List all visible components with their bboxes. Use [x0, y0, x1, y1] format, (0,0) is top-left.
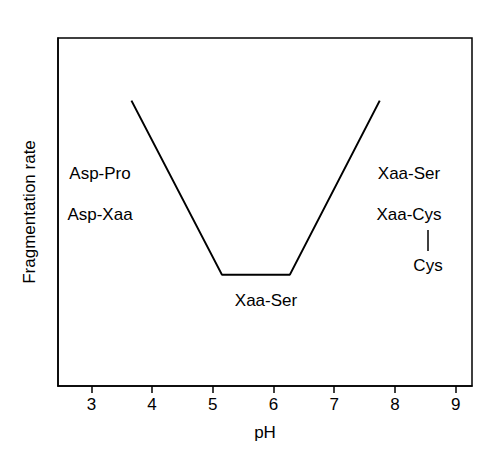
- svg-text:8: 8: [390, 395, 399, 414]
- svg-text:3: 3: [87, 395, 96, 414]
- svg-text:Xaa-Ser: Xaa-Ser: [235, 291, 298, 310]
- svg-text:6: 6: [269, 395, 278, 414]
- svg-text:Fragmentation rate: Fragmentation rate: [20, 140, 39, 284]
- svg-text:Xaa-Cys: Xaa-Cys: [376, 205, 441, 224]
- svg-text:Xaa-Ser: Xaa-Ser: [378, 164, 441, 183]
- svg-text:7: 7: [329, 395, 338, 414]
- svg-text:pH: pH: [254, 423, 276, 442]
- svg-text:Cys: Cys: [413, 256, 442, 275]
- svg-text:5: 5: [208, 395, 217, 414]
- svg-text:4: 4: [147, 395, 156, 414]
- svg-text:Asp-Xaa: Asp-Xaa: [67, 205, 133, 224]
- svg-text:9: 9: [451, 395, 460, 414]
- svg-text:Asp-Pro: Asp-Pro: [69, 164, 130, 183]
